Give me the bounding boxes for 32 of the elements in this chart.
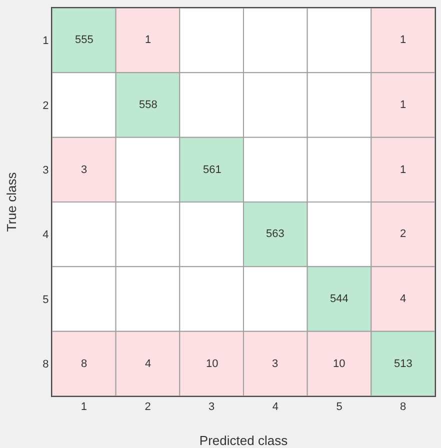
data-label: 513 [394, 358, 412, 370]
data-label: 1 [145, 34, 152, 46]
data-label: 8 [81, 358, 88, 370]
y-tick-label: 8 [42, 358, 49, 371]
x-tick-label: 1 [80, 401, 87, 414]
x-tick-label: 4 [272, 401, 278, 414]
x-tick-label: 8 [400, 401, 406, 414]
data-label: 10 [206, 358, 218, 370]
data-label: 1 [400, 34, 406, 46]
data-label: 3 [81, 164, 88, 176]
y-tick-label: 3 [42, 164, 49, 177]
y-tick-label: 1 [42, 35, 49, 48]
y-tick-label: 4 [42, 229, 49, 242]
data-label: 1 [400, 99, 406, 111]
data-label: 558 [139, 99, 158, 111]
data-label: 1 [400, 164, 406, 176]
data-label: 2 [400, 228, 406, 240]
data-label: 544 [330, 293, 348, 305]
data-label: 563 [266, 228, 284, 240]
x-tick-label: 3 [208, 401, 215, 414]
x-axis-title: Predicted class [199, 433, 288, 448]
data-label: 4 [145, 358, 152, 370]
x-tick-label: 2 [144, 401, 151, 414]
x-tick-label: 5 [336, 401, 342, 414]
y-tick-label: 5 [42, 294, 49, 306]
y-tick-label: 2 [42, 100, 49, 112]
data-label: 10 [333, 358, 346, 370]
data-label: 3 [272, 358, 278, 370]
data-label: 4 [400, 293, 406, 305]
y-axis-title: True class [4, 172, 19, 232]
data-label: 561 [203, 164, 222, 176]
data-label: 555 [75, 34, 94, 46]
